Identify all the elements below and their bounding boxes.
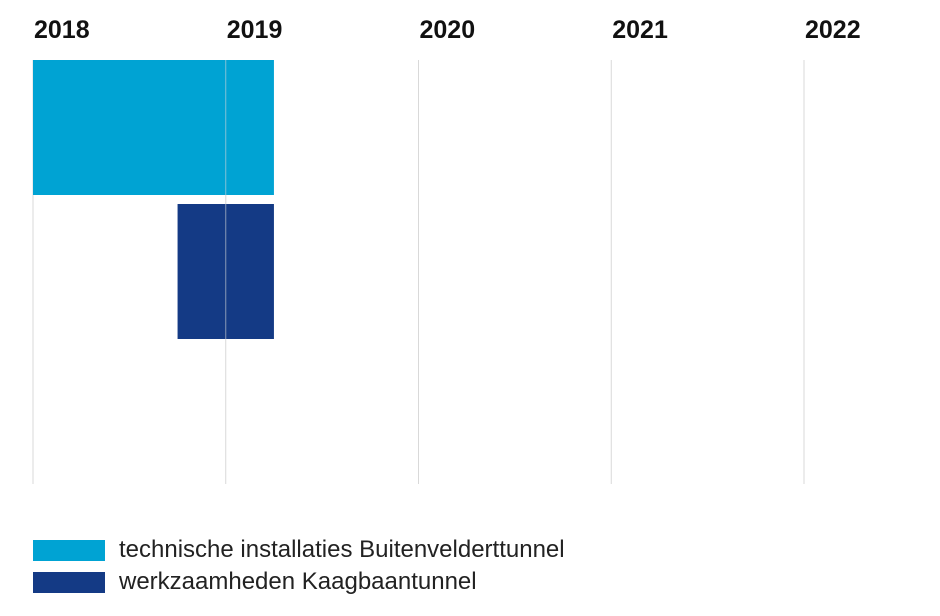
year-label-2018: 2018 — [34, 16, 90, 44]
year-label-2021: 2021 — [612, 16, 668, 44]
legend: technische installaties Buitenvelderttun… — [33, 534, 565, 598]
legend-swatch — [33, 571, 105, 593]
legend-label: technische installaties Buitenvelderttun… — [119, 536, 565, 563]
legend-item-kaagbaantunnel: werkzaamheden Kaagbaantunnel — [33, 566, 565, 598]
year-label-2019: 2019 — [226, 16, 283, 44]
legend-item-buitenvelderttunnel: technische installaties Buitenvelderttun… — [33, 534, 565, 566]
year-label-2020: 2020 — [419, 16, 476, 44]
gantt-bar-1 — [33, 60, 274, 195]
year-label-2022: 2022 — [805, 16, 861, 44]
legend-swatch — [33, 539, 105, 561]
legend-label: werkzaamheden Kaagbaantunnel — [119, 568, 477, 595]
